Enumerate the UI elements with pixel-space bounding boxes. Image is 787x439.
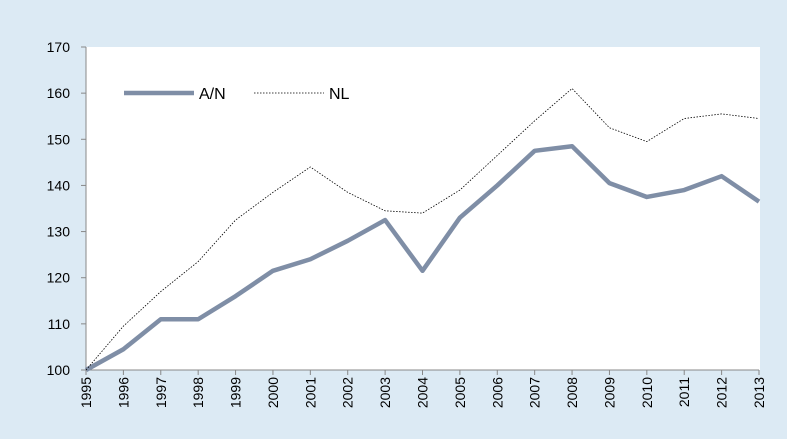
x-tick-label: 2011 [676,377,692,407]
y-tick-label: 120 [47,270,71,286]
x-tick-label: 2007 [527,377,543,408]
y-tick-label: 140 [47,177,71,193]
x-tick-label: 2006 [489,377,505,408]
x-tick-label: 2009 [601,377,617,408]
x-tick-label: 2004 [415,377,431,408]
legend-label: NL [329,86,350,103]
x-tick-label: 1995 [78,377,94,408]
x-tick-label: 2013 [751,377,767,408]
x-tick-label: 2002 [340,377,356,408]
x-tick-label: 2003 [377,377,393,408]
y-tick-label: 170 [47,39,71,55]
x-tick-label: 1998 [190,377,206,408]
legend-label: A/N [199,86,226,103]
x-tick-label: 1999 [228,377,244,408]
x-tick-label: 2001 [302,377,318,408]
x-tick-label: 2000 [265,377,281,408]
series-line [85,88,760,371]
x-tick-label: 1997 [153,377,169,408]
y-tick-label: 110 [48,316,71,332]
x-tick-label: 2010 [639,377,655,408]
x-tick-label: 2012 [714,377,730,408]
x-tick-label: 2008 [564,377,580,408]
y-tick-label: 130 [47,224,71,240]
y-tick-label: 160 [47,85,71,101]
plot-area [86,47,760,370]
x-tick-label: 1996 [115,377,131,408]
x-tick-label: 2005 [452,377,468,408]
series-line [84,143,761,372]
y-tick-label: 150 [47,131,71,147]
y-tick-label: 100 [47,362,71,378]
